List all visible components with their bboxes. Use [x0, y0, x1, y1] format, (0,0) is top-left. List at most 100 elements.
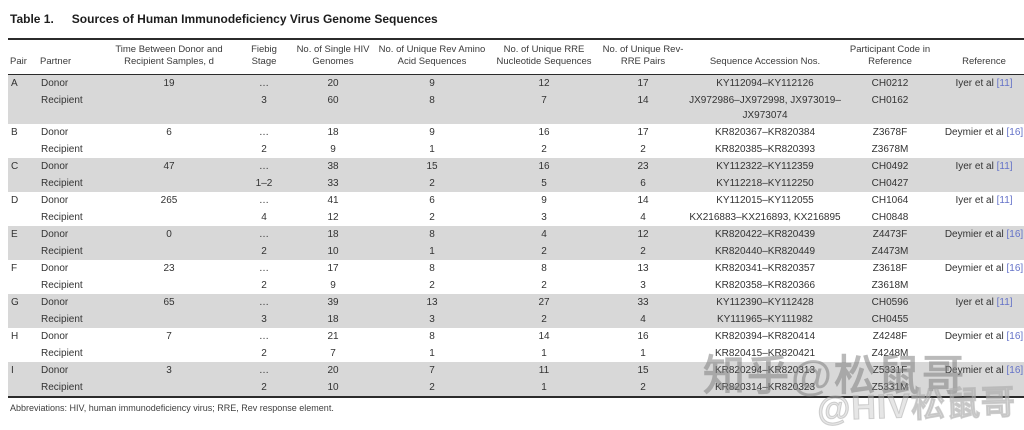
col-header-accession: Sequence Accession Nos. [686, 39, 844, 75]
time-cell [100, 345, 238, 362]
genomes-cell: 9 [330, 143, 336, 155]
pair-cell: I [8, 361, 38, 379]
paper-page: Table 1. Sources of Human Immunodeficienc… [8, 12, 1024, 429]
code-cell: CH0596 [844, 293, 936, 311]
time-cell: 7 [166, 330, 172, 342]
col-header-time: Time Between Donor and Recipient Samples… [100, 39, 238, 75]
partner-cell: Donor [41, 126, 69, 138]
fiebig-cell: 2 [261, 279, 267, 291]
col-header-genomes: No. of Single HIV Genomes [290, 39, 376, 75]
rre-nt-cell: 16 [488, 157, 600, 175]
rev-rre-cell: 17 [600, 74, 686, 92]
time-cell: 6 [166, 126, 172, 138]
rev-aa-cell: 13 [376, 293, 488, 311]
code-cell: CH0427 [844, 174, 936, 192]
genomes-cell: 10 [290, 378, 376, 397]
reference-text: Deymier et al [944, 262, 1007, 274]
genomes-cell: 33 [290, 174, 376, 192]
rre-nt-cell: 2 [541, 279, 547, 291]
reference-cell: Iyer et al [11] [936, 74, 1024, 92]
pair-cell [8, 91, 38, 124]
partner-cell: Donor [41, 262, 69, 274]
reference-cell: Iyer et al [11] [936, 157, 1024, 175]
fiebig-cell: … [259, 262, 269, 274]
accession-cell: KY111965–KY111982 [686, 310, 844, 328]
rre-nt-cell: 1 [541, 347, 547, 359]
fiebig-cell: 4 [261, 211, 267, 223]
citation-link[interactable]: [16] [1006, 262, 1024, 274]
code-cell: Z4473M [844, 242, 936, 260]
rre-nt-cell: 8 [541, 262, 547, 274]
citation-link[interactable]: [11] [996, 160, 1013, 172]
fiebig-cell: 2 [238, 242, 290, 260]
table-row: Recipient 2 10 2 1 2 KR820314–KR820323 Z5331M [8, 378, 1024, 397]
fiebig-cell: … [238, 361, 290, 379]
rev-rre-cell: 4 [600, 310, 686, 328]
time-cell: 265 [160, 194, 178, 206]
citation-link[interactable]: [11] [996, 77, 1013, 89]
reference-cell [936, 310, 1024, 328]
accession-cell: KR820367–KR820384 [714, 126, 816, 138]
time-cell: 3 [100, 361, 238, 379]
rre-nt-cell: 1 [488, 378, 600, 397]
reference-cell [936, 141, 1024, 158]
partner-cell: Donor [38, 361, 100, 379]
time-cell [100, 91, 238, 124]
pair-cell: D [11, 194, 19, 206]
partner-cell: Recipient [41, 347, 83, 359]
table-row: I Donor 3… 20 7 11 15 KR820294–KR820313 Z5331F De… [8, 361, 1024, 379]
rre-nt-cell: 4 [488, 225, 600, 243]
rev-rre-cell: 6 [600, 174, 686, 192]
genomes-cell: 7 [330, 347, 336, 359]
genomes-cell: 20 [290, 74, 376, 92]
rre-nt-cell: 7 [488, 91, 600, 124]
code-cell: CH0212 [844, 74, 936, 92]
code-cell: CH0492 [844, 157, 936, 175]
rev-aa-cell: 2 [429, 211, 435, 223]
citation-link[interactable]: [11] [996, 296, 1013, 308]
rev-rre-cell: 2 [600, 378, 686, 397]
rev-aa-cell: 8 [429, 330, 435, 342]
col-header-pair: Pair [8, 39, 38, 75]
fiebig-cell: 3 [238, 310, 290, 328]
partner-cell: Recipient [38, 174, 100, 192]
abbreviations-footnote: Abbreviations: HIV, human immunodeficien… [10, 402, 334, 413]
time-cell [100, 141, 238, 158]
citation-link[interactable]: [11] [996, 194, 1013, 206]
accession-cell: KR820294–KR820313 [686, 361, 844, 379]
reference-cell [936, 378, 1024, 397]
reference-cell: Deymier et al [16] [936, 260, 1024, 277]
rre-nt-cell: 2 [488, 310, 600, 328]
table-row: F Donor 23 … 17 8 8 13 KR820341–KR820357 Z3618F De… [8, 260, 1024, 277]
rev-aa-cell: 8 [376, 91, 488, 124]
citation-link[interactable]: [16] [1006, 364, 1024, 376]
reference-text: Deymier et al [944, 126, 1007, 138]
time-cell: 0 [100, 225, 238, 243]
pair-cell: H [11, 330, 19, 342]
reference-cell [936, 209, 1024, 226]
citation-link[interactable]: [16] [1006, 126, 1024, 138]
pair-cell [8, 209, 38, 226]
citation-link[interactable]: [16] [1006, 330, 1024, 342]
code-cell: Z5331F [844, 361, 936, 379]
partner-cell: Recipient [41, 279, 83, 291]
genomes-cell: 38 [290, 157, 376, 175]
accession-cell: KY112322–KY112359 [686, 157, 844, 175]
genomes-cell: 20 [290, 361, 376, 379]
pair-cell: B [11, 126, 18, 138]
accession-cell: KX216883–KX216893, KX216895 [689, 211, 841, 223]
sources-table: Pair Partner Time Between Donor and Reci… [8, 38, 1024, 398]
fiebig-cell: … [238, 157, 290, 175]
fiebig-cell: … [238, 293, 290, 311]
code-cell: CH0162 [844, 91, 936, 124]
table-number-label: Table 1. [10, 12, 54, 26]
col-header-rev-aa: No. of Unique Rev Amino Acid Sequences [376, 39, 488, 75]
genomes-cell: 9 [330, 279, 336, 291]
code-cell: Z5331M [844, 378, 936, 397]
rev-aa-cell: 15 [376, 157, 488, 175]
pair-cell [8, 174, 38, 192]
rev-aa-cell: 6 [429, 194, 435, 206]
rev-rre-cell: 14 [637, 194, 649, 206]
citation-link[interactable]: [16] [1006, 228, 1024, 240]
genomes-cell: 12 [327, 211, 339, 223]
